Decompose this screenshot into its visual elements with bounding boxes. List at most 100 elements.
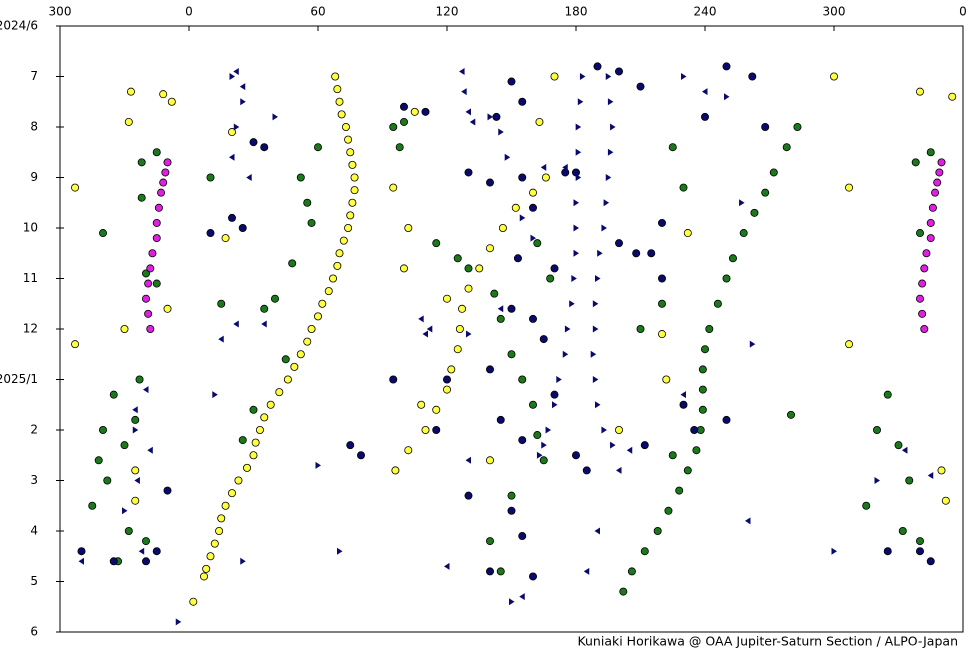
point bbox=[333, 261, 342, 270]
point bbox=[536, 451, 543, 459]
point bbox=[579, 73, 586, 80]
point bbox=[124, 527, 133, 536]
point bbox=[307, 324, 316, 333]
point bbox=[535, 117, 544, 126]
point bbox=[71, 340, 80, 349]
point bbox=[120, 441, 129, 450]
point bbox=[926, 234, 935, 243]
point bbox=[315, 461, 321, 469]
point bbox=[722, 274, 731, 283]
point bbox=[749, 340, 756, 348]
point bbox=[739, 229, 748, 238]
point bbox=[690, 425, 699, 434]
point bbox=[507, 350, 516, 359]
point bbox=[937, 158, 946, 167]
point bbox=[830, 72, 839, 81]
point bbox=[518, 97, 527, 106]
point bbox=[240, 98, 246, 106]
point bbox=[272, 113, 278, 121]
x-tick-label: 180 bbox=[565, 5, 588, 19]
point bbox=[464, 168, 473, 177]
point bbox=[422, 330, 428, 338]
point bbox=[103, 476, 112, 485]
point bbox=[920, 264, 929, 273]
point bbox=[562, 163, 568, 171]
point bbox=[564, 325, 571, 333]
point bbox=[750, 208, 759, 217]
point bbox=[545, 426, 552, 434]
point bbox=[511, 203, 520, 212]
y-tick-label: 8 bbox=[30, 120, 38, 134]
point bbox=[658, 330, 667, 339]
point bbox=[550, 264, 559, 273]
point bbox=[318, 299, 327, 308]
point bbox=[132, 406, 138, 414]
point bbox=[356, 451, 365, 460]
point bbox=[883, 547, 892, 556]
point bbox=[350, 186, 359, 195]
point bbox=[348, 160, 357, 169]
point bbox=[77, 547, 86, 556]
point bbox=[122, 507, 128, 515]
point bbox=[845, 340, 854, 349]
point bbox=[592, 376, 599, 383]
point bbox=[926, 557, 935, 566]
point bbox=[346, 441, 355, 450]
point bbox=[141, 294, 150, 303]
point bbox=[163, 304, 172, 313]
point bbox=[212, 391, 218, 399]
point bbox=[573, 249, 579, 257]
point bbox=[144, 279, 153, 288]
point bbox=[99, 229, 108, 238]
point bbox=[124, 117, 133, 126]
point bbox=[138, 547, 145, 555]
point bbox=[615, 425, 624, 434]
point bbox=[210, 539, 219, 548]
point bbox=[529, 188, 538, 197]
point bbox=[916, 229, 925, 238]
point bbox=[163, 158, 172, 167]
point bbox=[243, 463, 252, 472]
point bbox=[148, 249, 157, 258]
point bbox=[679, 183, 688, 192]
point bbox=[601, 224, 607, 232]
point bbox=[916, 537, 925, 546]
point bbox=[782, 143, 791, 152]
x-tick-label: 0 bbox=[959, 5, 967, 19]
point bbox=[675, 486, 684, 495]
point bbox=[748, 72, 757, 81]
point bbox=[492, 112, 501, 121]
point bbox=[575, 123, 582, 131]
point bbox=[281, 355, 290, 364]
point bbox=[251, 438, 260, 447]
point bbox=[152, 279, 161, 288]
point bbox=[722, 415, 731, 424]
point bbox=[541, 173, 550, 182]
point bbox=[575, 174, 582, 181]
point bbox=[249, 451, 258, 460]
point bbox=[141, 537, 150, 546]
point bbox=[916, 87, 925, 96]
point bbox=[640, 441, 649, 450]
point bbox=[399, 102, 408, 111]
point bbox=[595, 275, 601, 282]
point bbox=[933, 178, 942, 187]
point bbox=[221, 501, 230, 510]
point bbox=[426, 325, 433, 333]
point bbox=[745, 517, 751, 525]
point bbox=[787, 410, 796, 419]
point bbox=[507, 77, 516, 86]
point bbox=[260, 304, 269, 313]
point bbox=[761, 188, 770, 197]
point bbox=[593, 62, 602, 71]
plot-frame bbox=[59, 25, 964, 633]
point bbox=[126, 87, 135, 96]
point bbox=[485, 537, 494, 546]
y-tick-label: 10 bbox=[23, 221, 38, 235]
point bbox=[399, 264, 408, 273]
point bbox=[905, 476, 914, 485]
point bbox=[163, 486, 172, 495]
point bbox=[497, 305, 504, 313]
point bbox=[238, 223, 247, 232]
point bbox=[261, 320, 267, 328]
